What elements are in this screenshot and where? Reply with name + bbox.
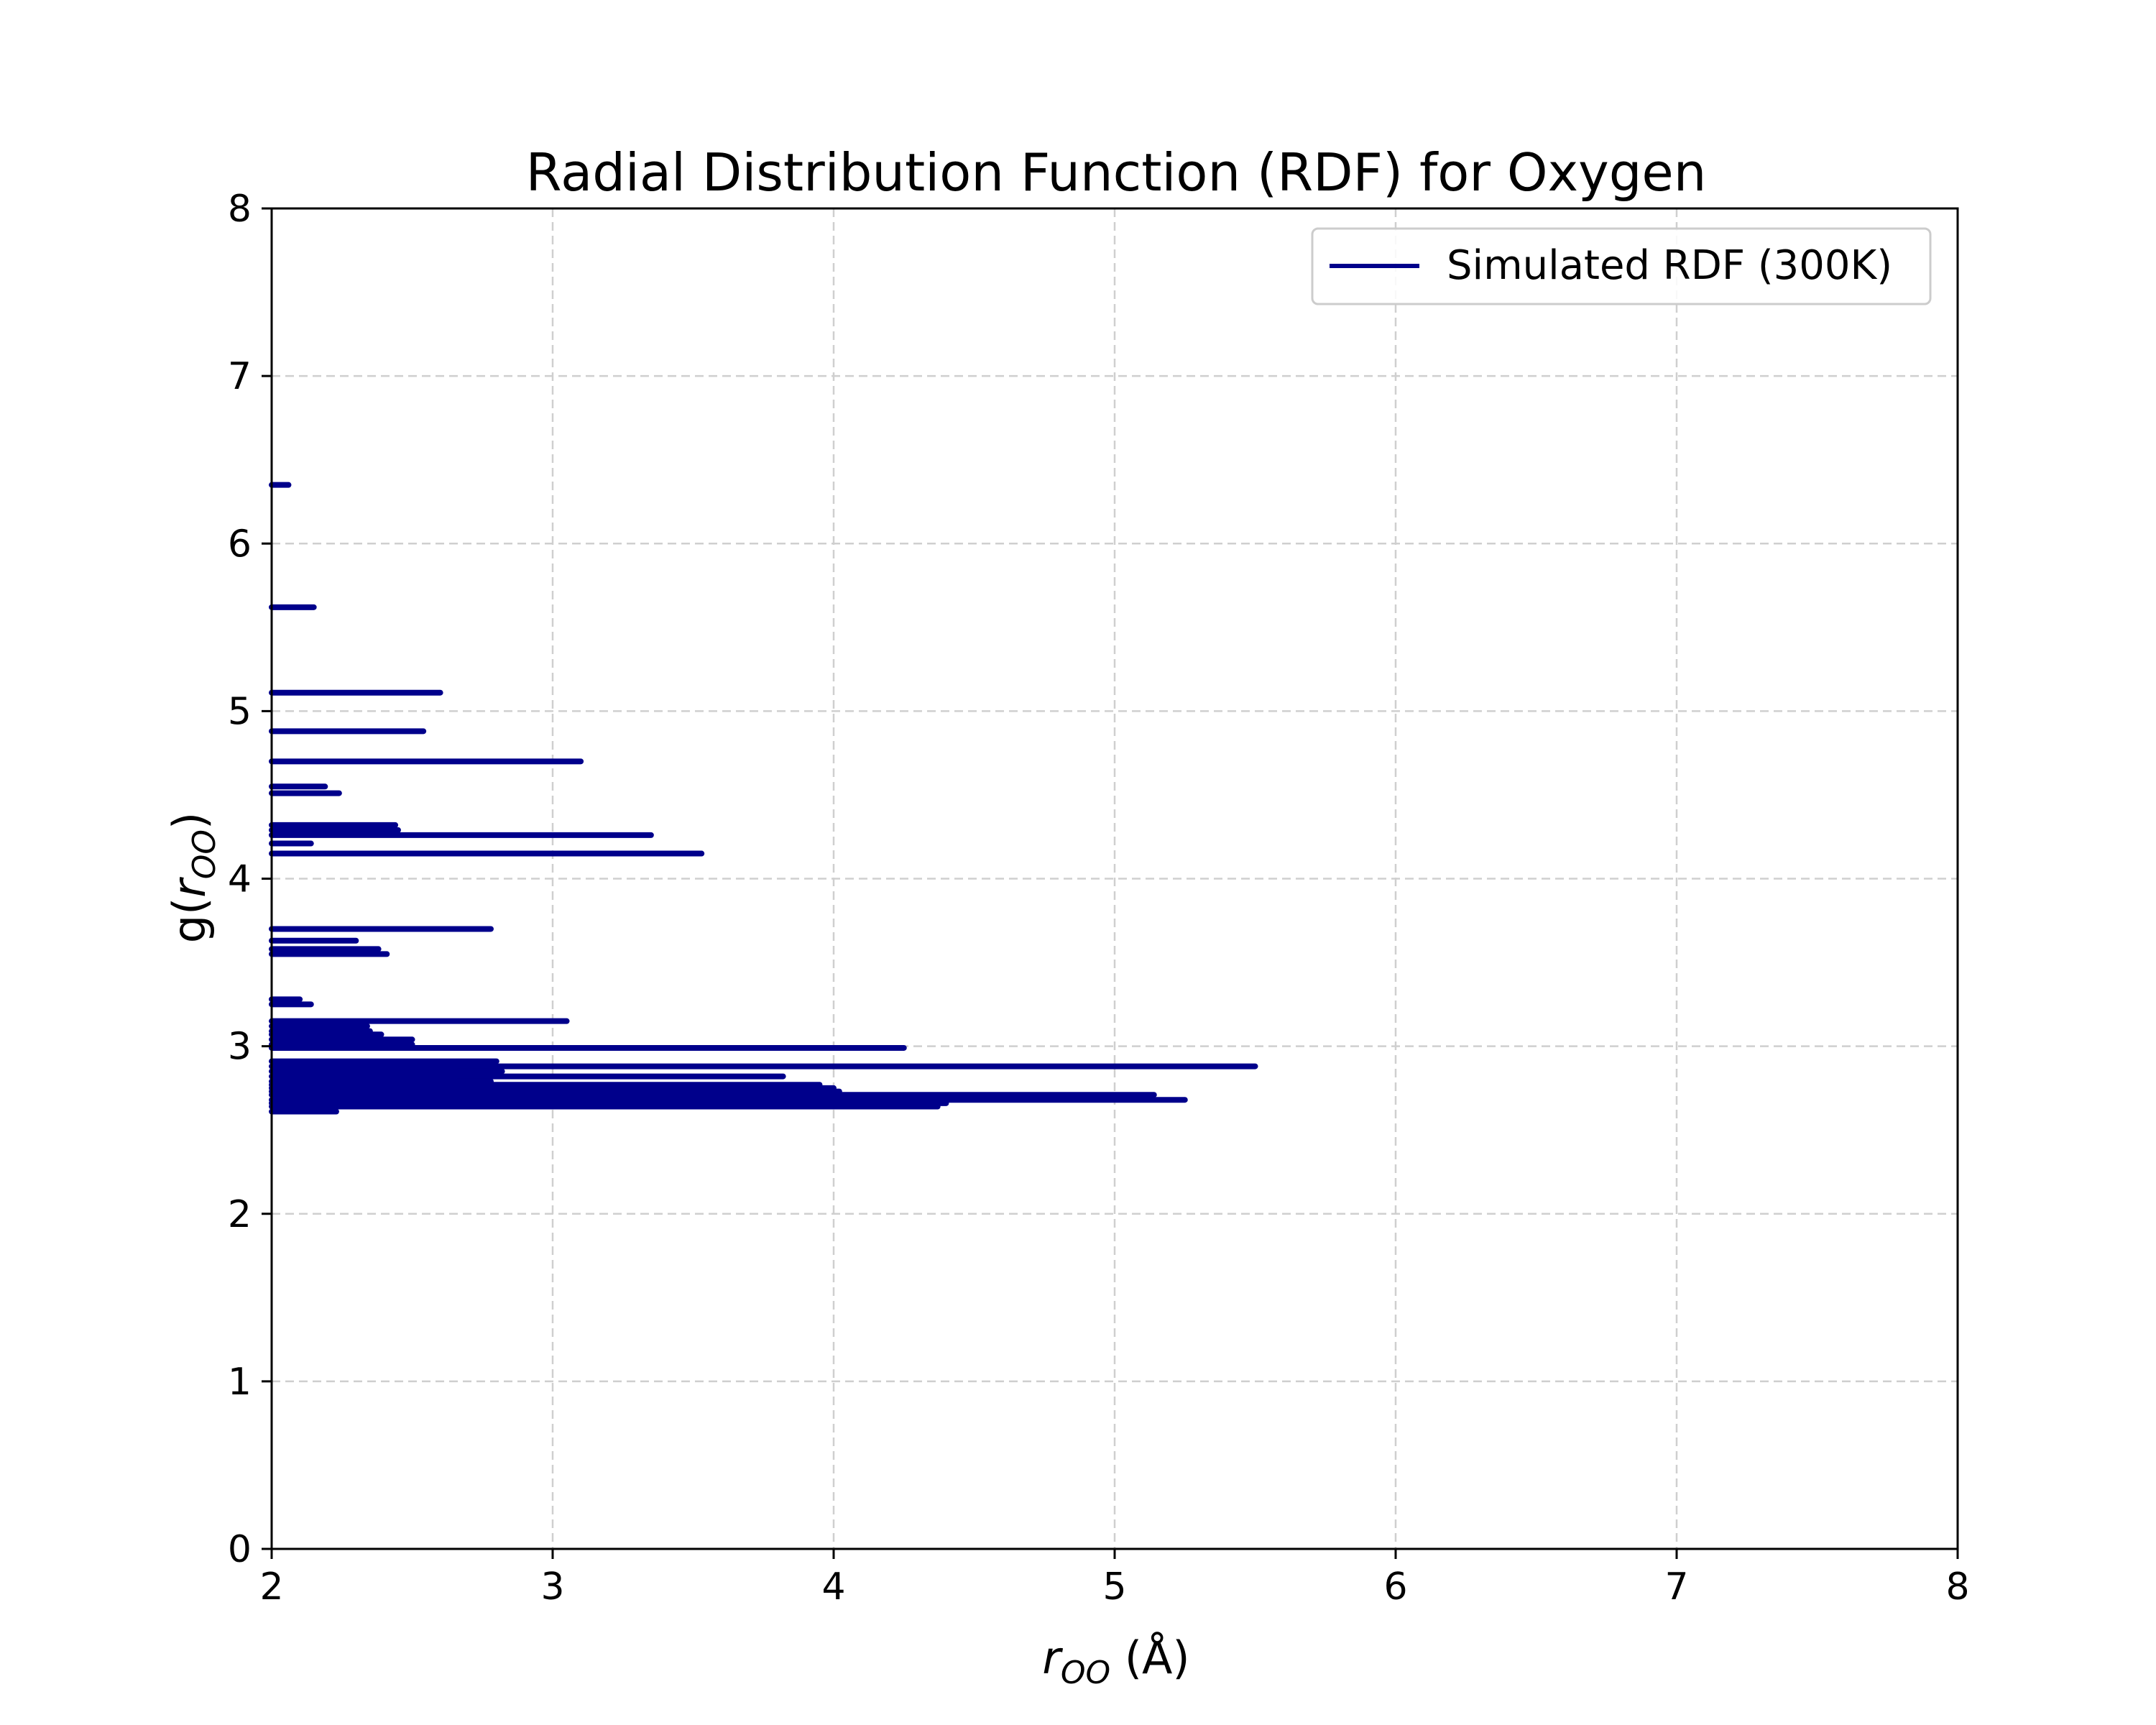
y-tick-label: 1: [228, 1361, 252, 1404]
legend-label: Simulated RDF (300K): [1447, 242, 1892, 289]
grid: [270, 207, 1959, 1550]
x-tick-label: 6: [1383, 1565, 1407, 1609]
y-tick-label: 5: [228, 690, 252, 733]
legend-box: [1311, 227, 1932, 305]
y-tick-label: 0: [228, 1528, 252, 1571]
x-tick-label: 2: [259, 1565, 283, 1609]
chart-title: Radial Distribution Function (RDF) for O…: [526, 142, 1707, 203]
x-axis-label: rOO (Å): [1042, 1632, 1189, 1691]
x-tick-label: 3: [540, 1565, 564, 1609]
y-tick-label: 6: [228, 523, 252, 566]
y-tick-label: 7: [228, 355, 252, 398]
x-tick-label: 8: [1945, 1565, 1969, 1609]
x-tick-label: 5: [1102, 1565, 1126, 1609]
legend: Simulated RDF (300K): [1311, 227, 1932, 305]
y-axis-label: g(rOO): [163, 812, 223, 944]
y-tick-label: 8: [228, 188, 252, 231]
axis-ticks: 2 3 4 5 6 7 8 0 1 2 3 4 5 6 7 8: [228, 188, 1970, 1609]
data-series: [269, 482, 1258, 1115]
y-tick-label: 3: [228, 1026, 252, 1069]
y-tick-label: 2: [228, 1193, 252, 1236]
x-tick-label: 7: [1664, 1565, 1688, 1609]
x-tick-label: 4: [821, 1565, 845, 1609]
y-tick-label: 4: [228, 858, 252, 901]
